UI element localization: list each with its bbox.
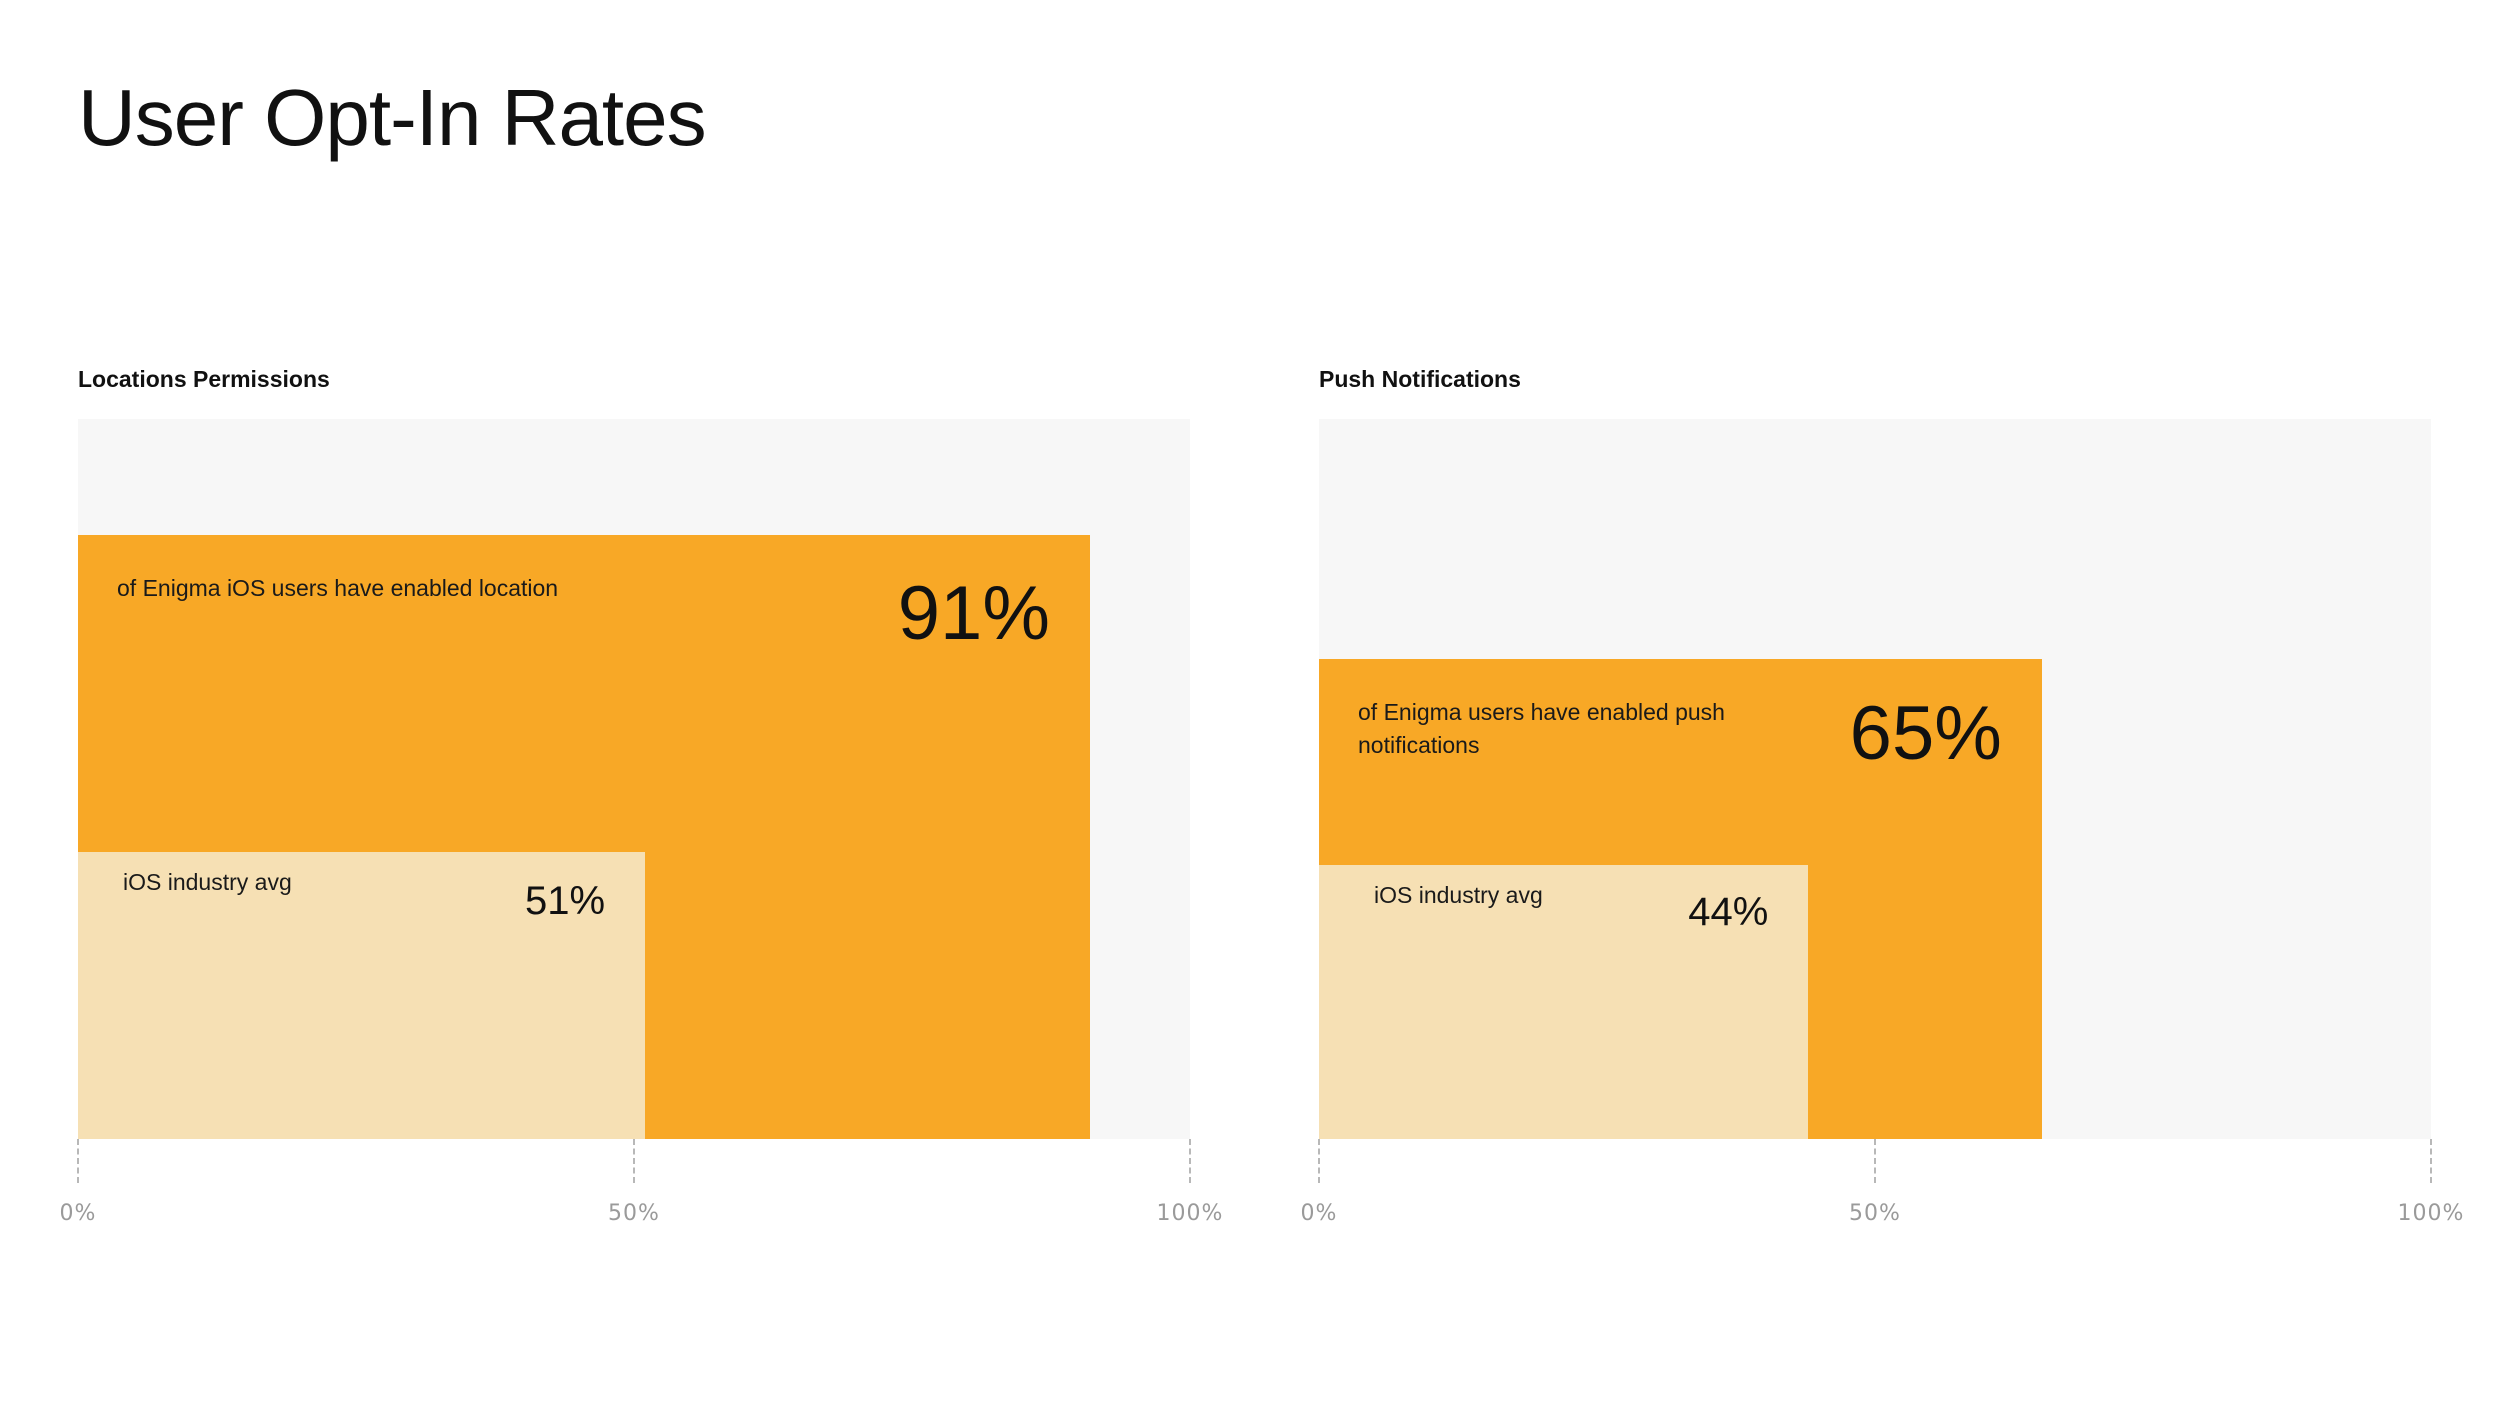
x-tick-mark	[1189, 1139, 1191, 1183]
bar-industry-avg: iOS industry avg 44%	[1319, 864, 1809, 1139]
plot-area: of Enigma iOS users have enabled locatio…	[78, 419, 1190, 1139]
bar-value-label: 65%	[1849, 690, 2002, 776]
x-tick-mark	[1318, 1139, 1320, 1183]
chart-title: Locations Permissions	[78, 366, 330, 392]
x-tick-label: 0%	[1300, 1201, 1338, 1226]
bar-caption: of Enigma iOS users have enabled locatio…	[117, 574, 559, 601]
x-tick-mark	[633, 1139, 635, 1183]
x-tick-label: 100%	[1156, 1201, 1224, 1226]
plot-area: of Enigma users have enabled push notifi…	[1319, 419, 2431, 1139]
bar-caption: iOS industry avg	[1374, 881, 1543, 908]
bar-value-label: 91%	[897, 570, 1050, 656]
x-tick-label: 50%	[1849, 1201, 1901, 1226]
x-tick-label: 0%	[59, 1201, 97, 1226]
bar-value-label: 51%	[525, 879, 606, 924]
x-tick-mark	[2430, 1139, 2432, 1183]
page-title: User Opt-In Rates	[78, 73, 707, 162]
chart-panel-push: Push Notifications of Enigma users have …	[1301, 0, 2464, 1406]
bar-caption: of Enigma users have enabled push notifi…	[1358, 698, 1725, 758]
bar-caption: iOS industry avg	[123, 869, 292, 896]
chart-title: Push Notifications	[1319, 366, 1521, 392]
x-tick-mark	[77, 1139, 79, 1183]
x-tick-label: 100%	[2397, 1201, 2465, 1226]
chart-panel-locations: Locations Permissions of Enigma iOS user…	[60, 0, 1223, 1406]
bar-value-label: 44%	[1688, 889, 1769, 934]
x-tick-mark	[1874, 1139, 1876, 1183]
x-tick-label: 50%	[608, 1201, 660, 1226]
bar-industry-avg: iOS industry avg 51%	[78, 852, 646, 1139]
